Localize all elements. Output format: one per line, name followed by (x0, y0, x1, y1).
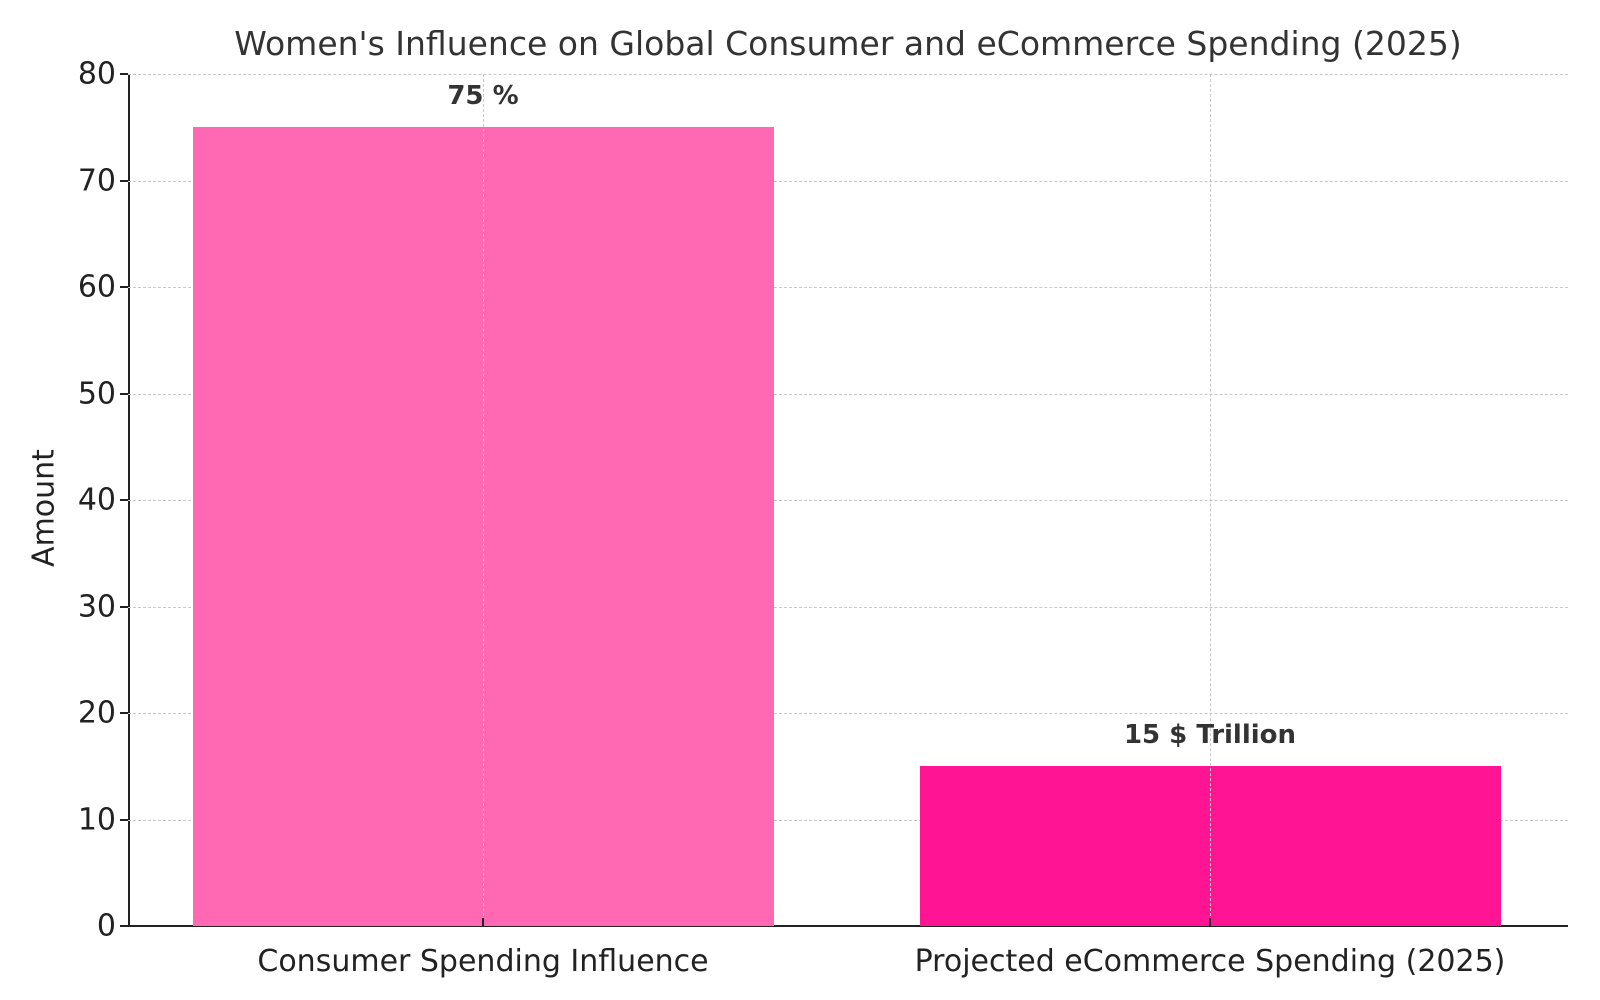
y-tick-label: 10 (77, 802, 116, 837)
y-tick (120, 818, 128, 821)
y-tick-label: 60 (77, 269, 116, 305)
bar-value-label: 75 % (447, 81, 519, 112)
y-tick (120, 499, 128, 501)
bar-value-label: 15 $ Trillion (1123, 720, 1297, 751)
h-gridline (128, 74, 1568, 75)
y-tick-label: 50 (77, 376, 116, 411)
x-tick-label: Consumer Spending Influence (257, 944, 709, 979)
x-tick (1209, 918, 1211, 926)
y-tick (120, 392, 128, 395)
y-tick (120, 286, 128, 288)
v-gridline (1210, 74, 1211, 926)
h-gridline (128, 713, 1568, 714)
y-tick-label: 80 (77, 56, 116, 92)
v-gridline (483, 74, 484, 926)
chart-title: Women's Influence on Global Consumer and… (234, 24, 1462, 63)
y-tick-label: 0 (96, 908, 116, 944)
y-tick (120, 73, 128, 75)
h-gridline (128, 500, 1568, 501)
y-tick-label: 40 (77, 482, 116, 518)
h-gridline (128, 393, 1568, 395)
h-gridline (128, 819, 1568, 821)
y-tick (120, 179, 128, 182)
x-tick (482, 918, 484, 926)
h-gridline (128, 180, 1568, 182)
x-axis-line (128, 925, 1568, 927)
y-tick-label: 70 (77, 163, 116, 198)
y-tick (120, 712, 128, 714)
y-tick-label: 30 (77, 589, 116, 624)
x-tick-label: Projected eCommerce Spending (2025) (914, 944, 1506, 979)
y-tick (120, 605, 128, 608)
h-gridline (128, 287, 1568, 288)
y-tick-label: 20 (77, 695, 116, 731)
h-gridline (128, 606, 1568, 608)
y-tick (120, 925, 128, 927)
plot-area: 75 % 15 $ Trillion (120, 73, 1568, 927)
